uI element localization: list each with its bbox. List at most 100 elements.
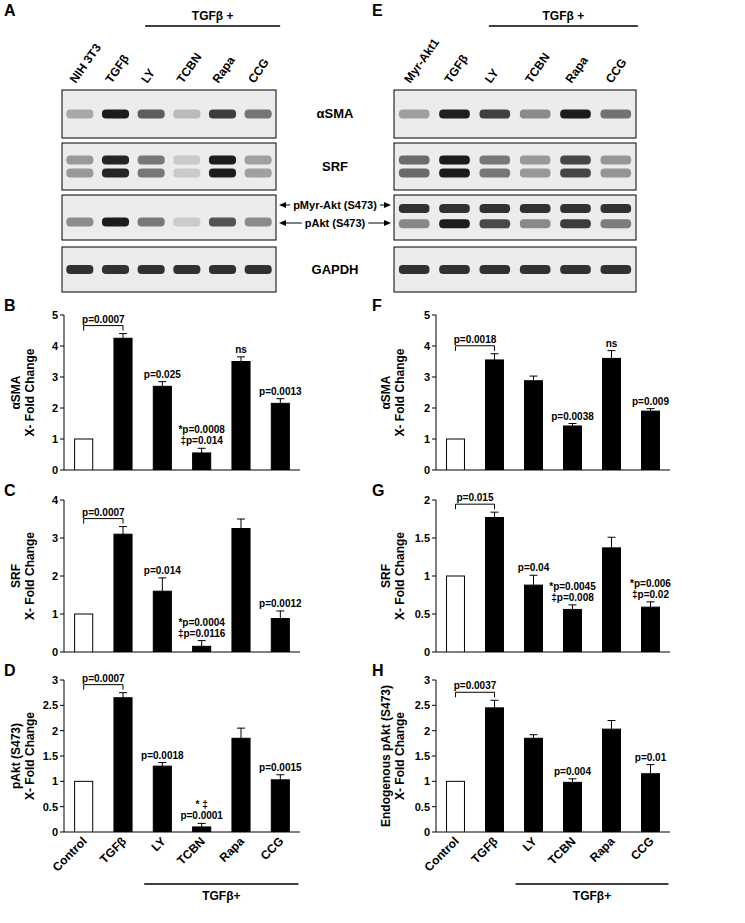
bar [642,774,660,832]
blot-band [480,219,511,228]
blot-band [560,169,591,178]
panel-letter: B [4,297,16,314]
bar [447,781,465,832]
y-tick [60,614,64,615]
panel-letter: F [372,297,382,314]
lane-label: CCG [603,56,630,86]
x-axis [64,470,300,471]
blot-band [102,155,129,164]
y-tick-label: 0 [52,464,58,476]
y-tick-label: 1 [52,775,58,787]
y-tick [60,470,64,471]
blot-band [439,169,470,178]
y-axis-label: X- Fold Change [393,712,407,800]
bar [564,426,582,470]
annotation: ‡p=0.02 [632,589,669,600]
x-tick-label: TCBN [545,834,578,867]
error-bar [530,575,538,585]
row-label: pAkt (S473) [305,217,366,229]
blot-panel: ETGFβ +Myr-Akt1TGFβLYTCBNRapaCCG [372,2,638,292]
y-tick-label: 3 [52,674,58,686]
y-axis-label: X- Fold Change [23,532,37,620]
bar [232,738,250,832]
blot-band [520,265,551,274]
bracket-label: p=0.0007 [82,507,125,518]
arrow-head [279,202,286,208]
blot-band [209,155,236,164]
y-tick-label: 2 [52,402,58,414]
group-line [489,25,638,27]
y-tick-label: 4 [52,494,59,506]
y-tick [60,346,64,347]
blot-strip [394,143,636,190]
x-axis [436,652,670,653]
bar [271,619,289,652]
annotation: ‡p=0.008 [551,592,594,603]
annotation: p=0.025 [144,369,181,380]
group-line [144,883,298,885]
y-tick [60,756,64,757]
y-tick [432,538,436,539]
error-bar [276,611,284,619]
significance-bracket [84,326,123,331]
bar [114,534,132,652]
x-axis [436,832,670,833]
blot-band [480,110,511,119]
error-bar [237,519,245,529]
arrow-line [284,223,302,224]
y-tick [60,538,64,539]
bar [75,781,93,832]
y-tick-label: 0.5 [415,801,430,813]
blot-band [601,265,632,274]
y-tick [432,614,436,615]
y-tick-label: 4 [424,340,431,352]
annotation: *p=0.0004 [178,617,225,628]
y-tick [432,705,436,706]
blot-band [601,219,632,228]
blot-band [399,204,430,213]
bar [232,362,250,471]
lane-label: CCG [245,56,272,86]
annotation: ns [235,344,247,355]
y-axis-label: X- Fold Change [393,532,407,620]
y-axis [64,315,65,470]
y-axis-label: αSMA [379,375,393,409]
y-tick-label: 2 [424,402,430,414]
y-tick-label: 0.5 [415,608,430,620]
annotation: ‡p=0.014 [180,435,223,446]
y-tick [432,576,436,577]
blot-band [66,110,93,119]
y-tick [60,439,64,440]
x-tick-label: Control [50,834,90,874]
y-tick [432,806,436,807]
blot-band [439,219,470,228]
bar [193,646,211,652]
blot-band [102,218,129,227]
y-axis-label: SRF [379,564,393,588]
bar [525,738,543,832]
y-tick-label: 2 [424,725,430,737]
annotation: ns [606,338,618,349]
arrow-head [279,220,286,226]
panel-letter: C [4,482,16,499]
blot-band [560,265,591,274]
x-tick-label: Rapa [216,834,247,865]
blot-panel: ATGFβ +NIH 3T3TGFβLYTCBNRapaCCG [4,2,280,292]
y-tick [60,408,64,409]
lane-label: TGFβ [441,52,470,86]
blot-band [102,265,129,274]
blot-band [173,218,200,227]
blot-band [102,110,129,119]
error-bar [608,537,616,548]
bar [564,782,582,832]
blot-band [173,169,200,178]
annotation: p=0.004 [554,766,591,777]
bar [525,381,543,470]
blot-band [480,169,511,178]
y-tick-label: 5 [424,309,430,321]
annotation: p=0.04 [518,562,550,573]
blot-band [66,169,93,178]
arrow-head [384,202,391,208]
blot-strip [62,143,276,190]
x-tick-label: TGFβ [469,834,501,866]
